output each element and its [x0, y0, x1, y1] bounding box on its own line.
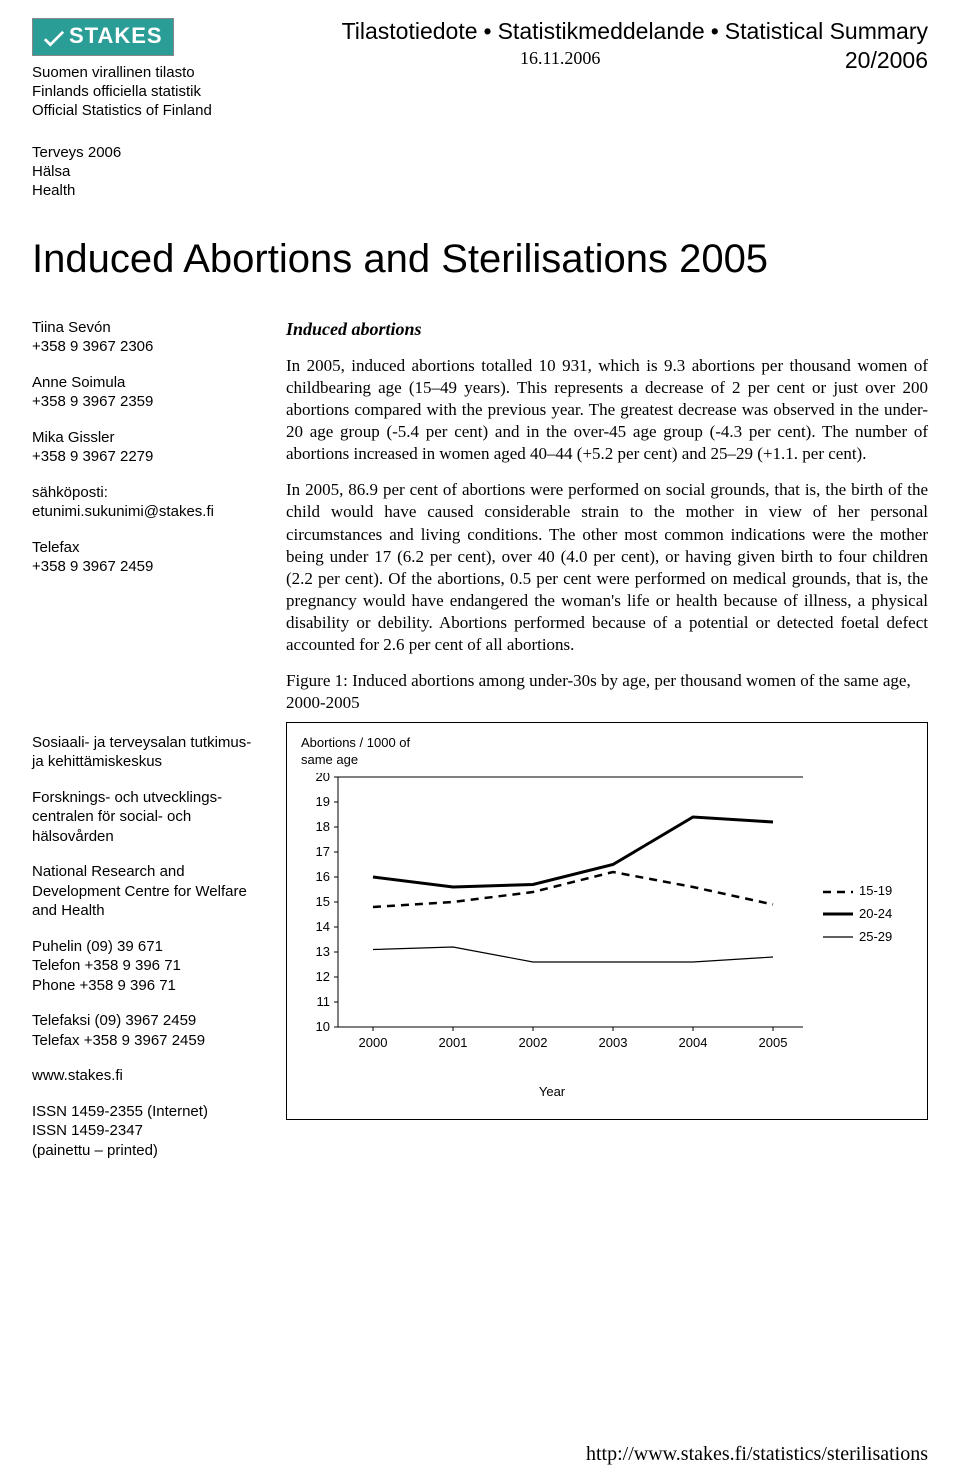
- org-name: National Research and Development Centre…: [32, 862, 262, 921]
- svg-text:2002: 2002: [519, 1035, 548, 1050]
- publication-date: 16.11.2006: [520, 48, 600, 69]
- issn-line: ISSN 1459-2347: [32, 1121, 262, 1141]
- sidebar: Tiina Sevón +358 9 3967 2306 Anne Soimul…: [32, 318, 262, 1177]
- issn-line: ISSN 1459-2355 (Internet): [32, 1102, 262, 1122]
- svg-text:12: 12: [316, 969, 330, 984]
- svg-text:2004: 2004: [679, 1035, 708, 1050]
- paragraph: In 2005, 86.9 per cent of abortions were…: [286, 479, 928, 656]
- paragraph: In 2005, induced abortions totalled 10 9…: [286, 355, 928, 465]
- svg-text:2000: 2000: [359, 1035, 388, 1050]
- email-label: sähköposti:: [32, 483, 262, 503]
- figure-caption: Figure 1: Induced abortions among under-…: [286, 670, 928, 714]
- legend-item: 20-24: [823, 906, 913, 923]
- stakes-logo: STAKES: [32, 18, 174, 56]
- svg-text:16: 16: [316, 869, 330, 884]
- svg-text:14: 14: [316, 919, 330, 934]
- org-name: Forsknings- och utvecklings-centralen fö…: [32, 788, 262, 847]
- fax-line: Telefax +358 9 3967 2459: [32, 1031, 262, 1051]
- footer-url: http://www.stakes.fi/statistics/sterilis…: [586, 1443, 928, 1466]
- fax-line: Telefaksi (09) 3967 2459: [32, 1011, 262, 1031]
- section-heading: Induced abortions: [286, 318, 928, 341]
- contact-phone: +358 9 3967 2359: [32, 392, 262, 412]
- chart-ylabel: same age: [301, 752, 913, 769]
- contact-name: Tiina Sevón: [32, 318, 262, 338]
- svg-text:18: 18: [316, 819, 330, 834]
- email: etunimi.sukunimi@stakes.fi: [32, 502, 262, 522]
- svg-text:20: 20: [316, 773, 330, 784]
- svg-text:2001: 2001: [439, 1035, 468, 1050]
- phone-line: Puhelin (09) 39 671: [32, 937, 262, 957]
- contact-phone: +358 9 3967 2306: [32, 337, 262, 357]
- phone-line: Telefon +358 9 396 71: [32, 956, 262, 976]
- theme-line: Hälsa: [32, 163, 928, 182]
- svg-text:10: 10: [316, 1019, 330, 1034]
- contact-phone: +358 9 3967 2279: [32, 447, 262, 467]
- telefax-label: Telefax: [32, 538, 262, 558]
- website: www.stakes.fi: [32, 1066, 262, 1086]
- theme-line: Terveys 2006: [32, 144, 928, 163]
- legend-item: 15-19: [823, 883, 913, 900]
- page-title: Induced Abortions and Sterilisations 200…: [32, 237, 928, 282]
- figure-1-chart: Abortions / 1000 of same age 10111213141…: [286, 722, 928, 1120]
- contact-name: Anne Soimula: [32, 373, 262, 393]
- ofs-line: Official Statistics of Finland: [32, 102, 312, 121]
- theme-line: Health: [32, 182, 928, 201]
- telefax: +358 9 3967 2459: [32, 557, 262, 577]
- publication-line: Tilastotiedote•Statistikmeddelande•Stati…: [312, 18, 928, 45]
- phone-line: Phone +358 9 396 71: [32, 976, 262, 996]
- svg-text:19: 19: [316, 794, 330, 809]
- chart-ylabel: Abortions / 1000 of: [301, 735, 913, 752]
- svg-text:2005: 2005: [759, 1035, 788, 1050]
- chart-xlabel: Year: [301, 1084, 803, 1101]
- svg-text:2003: 2003: [599, 1035, 628, 1050]
- logo-text: STAKES: [69, 23, 163, 48]
- svg-text:15: 15: [316, 894, 330, 909]
- contact-name: Mika Gissler: [32, 428, 262, 448]
- chart-plot-area: 10 11 12 13 14 15 16 17 18 19 20 2000 2001 2002 2003 20…: [301, 773, 803, 1073]
- legend-item: 25-29: [823, 929, 913, 946]
- org-name: Sosiaali- ja terveysalan tutkimus- ja ke…: [32, 733, 262, 772]
- issue-number: 20/2006: [312, 47, 928, 74]
- ofs-line: Suomen virallinen tilasto: [32, 64, 312, 83]
- svg-text:13: 13: [316, 944, 330, 959]
- issn-line: (painettu – printed): [32, 1141, 262, 1161]
- ofs-line: Finlands officiella statistik: [32, 83, 312, 102]
- svg-text:11: 11: [317, 994, 331, 1009]
- svg-text:17: 17: [316, 844, 330, 859]
- main-content: Induced abortions In 2005, induced abort…: [286, 318, 928, 1177]
- chart-legend: 15-19 20-24 25-29: [823, 773, 913, 1101]
